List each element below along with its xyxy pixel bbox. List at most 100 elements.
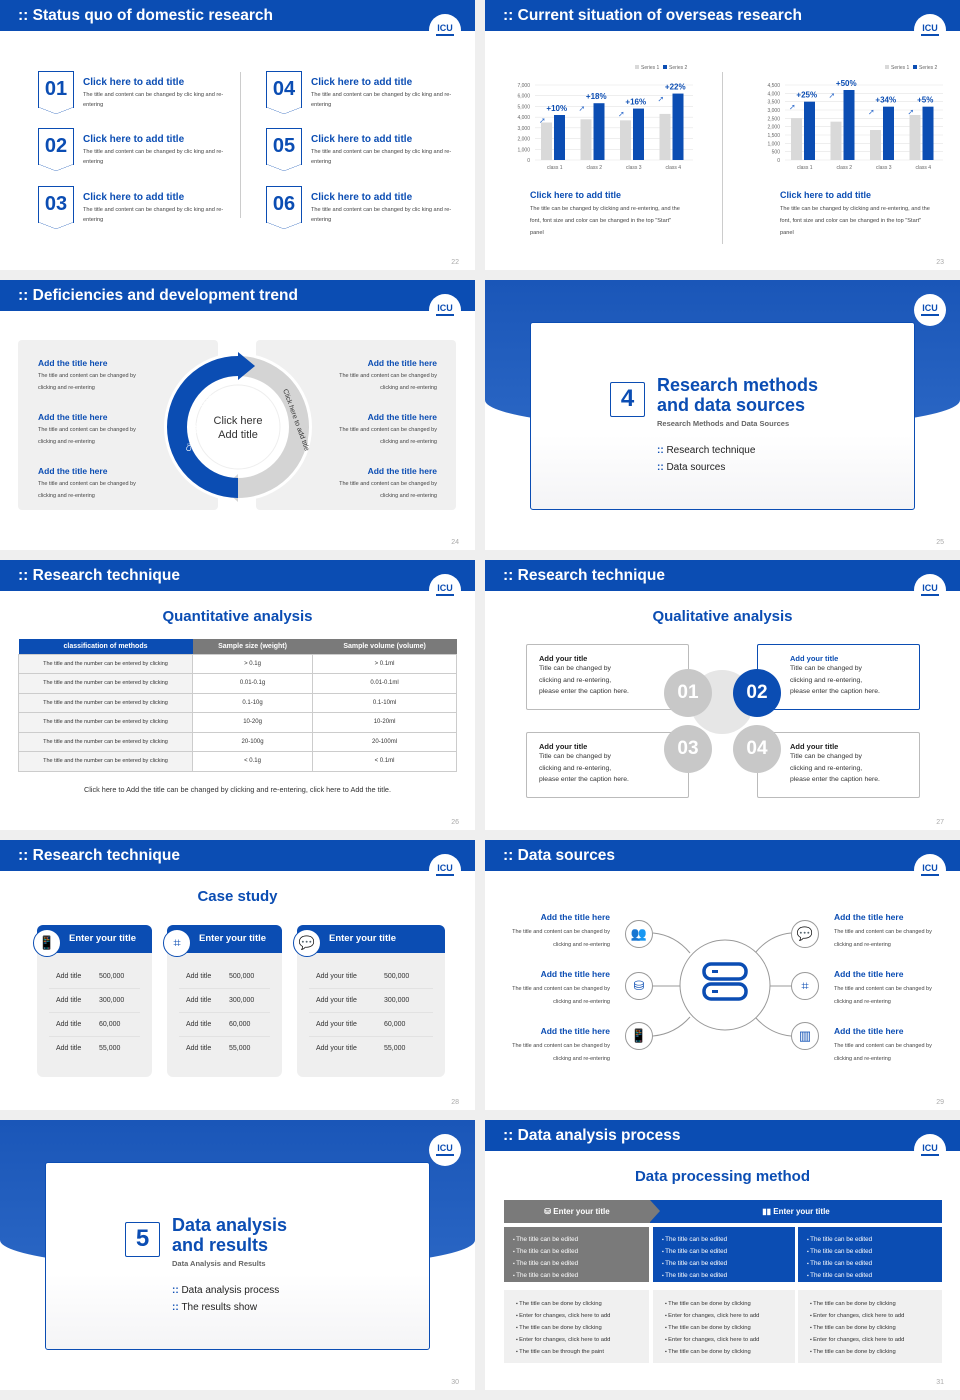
list-item[interactable]: The title can be done by clicking xyxy=(810,1322,942,1334)
row-value: 300,000 xyxy=(384,997,410,1004)
slide-header: :: Research technique xyxy=(485,560,960,591)
slide-26[interactable]: Quantitative analysis classification of m… xyxy=(0,560,475,830)
table-row[interactable]: The title and the number can be entered … xyxy=(18,751,457,772)
list-item[interactable]: Enter for changes, click here to add xyxy=(665,1334,795,1346)
table-cell[interactable]: The title and the number can be entered … xyxy=(18,692,193,713)
table-row[interactable]: The title and the number can be entered … xyxy=(18,653,457,674)
chat-bubbles-icon: 💬 xyxy=(791,920,819,948)
list-item[interactable]: The title can be edited xyxy=(662,1246,795,1258)
list-item[interactable]: The title can be done by clicking xyxy=(665,1322,795,1334)
slide-27[interactable]: Qualitative analysis Add your title Title … xyxy=(485,560,960,830)
list-item[interactable]: Enter for changes, click here to add xyxy=(810,1334,942,1346)
slide-title: Deficiencies and development trend xyxy=(32,287,298,304)
table-cell[interactable]: The title and the number can be entered … xyxy=(18,751,193,772)
page-number: 30 xyxy=(451,1379,459,1386)
cycle-diagram[interactable]: Click here Add title Click here to add t… xyxy=(163,352,313,502)
item-title: Click here to add title xyxy=(83,77,185,88)
section-subtitle: Data Analysis and Results xyxy=(172,1259,266,1268)
table-cell[interactable]: The title and the number can be entered … xyxy=(18,653,193,674)
qualitative-box[interactable] xyxy=(526,732,689,798)
list-item[interactable]: The title can be edited xyxy=(513,1234,649,1246)
table-cell[interactable]: 10-20g xyxy=(191,712,314,733)
list-item[interactable]: The title can be done by clicking xyxy=(516,1298,649,1310)
list-item[interactable]: The title can be edited xyxy=(513,1258,649,1270)
item-title: Add the title here xyxy=(38,466,108,476)
case-card[interactable]: Enter your title 📱 Add title 500,000 Add ti… xyxy=(33,925,152,1077)
step-header-1[interactable]: ⛁ Enter your title xyxy=(504,1200,650,1223)
qualitative-box[interactable] xyxy=(757,644,920,710)
list-item[interactable]: The title can be done by clicking xyxy=(516,1322,649,1334)
list-item[interactable]: The title can be edited xyxy=(513,1270,649,1282)
slide-31[interactable]: Data processing method ⛁ Enter your title… xyxy=(485,1120,960,1390)
list-item[interactable]: The title can be done by clicking xyxy=(810,1298,942,1310)
slide-28[interactable]: Case study Enter your title 📱 Add title 500… xyxy=(0,840,475,1110)
table-cell[interactable]: > 0.1ml xyxy=(312,653,457,674)
column-header[interactable]: Sample size (weight) xyxy=(192,639,313,654)
slide-23[interactable]: 0 1,000 2,000 3,000 4,000 5,000 6,000 7,000 clas… xyxy=(485,0,960,270)
list-item[interactable]: Enter for changes, click here to add xyxy=(516,1334,649,1346)
qualitative-box[interactable] xyxy=(757,732,920,798)
section-toc: :: Research technique:: Data sources xyxy=(657,442,755,476)
list-item[interactable]: Enter for changes, click here to add xyxy=(516,1310,649,1322)
y-tick-label: 2,000 xyxy=(517,137,530,143)
table-cell[interactable]: 20-100ml xyxy=(312,731,457,752)
box-title: Add your title xyxy=(539,742,588,751)
list-item[interactable]: The title can be edited xyxy=(513,1246,649,1258)
slide-24[interactable]: Click here Add title Click here to add t… xyxy=(0,280,475,550)
table-cell[interactable]: 0.01-0.1g xyxy=(191,673,314,694)
list-item[interactable]: The title can be through the paint xyxy=(516,1346,649,1358)
list-item[interactable]: The title can be edited xyxy=(662,1258,795,1270)
list-item[interactable]: The title can be edited xyxy=(807,1258,942,1270)
list-item[interactable]: The title can be edited xyxy=(662,1270,795,1282)
slide-title: Research technique xyxy=(32,847,180,864)
slide-title: Status quo of domestic research xyxy=(32,7,273,24)
toc-item[interactable]: :: Data analysis process xyxy=(172,1282,279,1299)
list-item[interactable]: The title can be done by clicking xyxy=(810,1346,942,1358)
table-row[interactable]: The title and the number can be entered … xyxy=(18,712,457,733)
step-header-2[interactable]: ▮▮ Enter your title xyxy=(650,1200,942,1223)
slide-25[interactable]: 4 Research methods and data sources Researc… xyxy=(485,280,960,550)
list-item[interactable]: The title can be edited xyxy=(807,1270,942,1282)
table-cell[interactable]: > 0.1g xyxy=(191,653,314,674)
table-row[interactable]: The title and the number can be entered … xyxy=(18,673,457,694)
table-cell[interactable]: < 0.1g xyxy=(191,751,314,772)
case-card[interactable]: Enter your title 💬 Add your title 500,000 A… xyxy=(293,925,445,1077)
list-item[interactable]: The title can be edited xyxy=(807,1246,942,1258)
arrow-icon: ➚ xyxy=(829,91,836,100)
slide-29[interactable]: 👥 Add the title here The title and content… xyxy=(485,840,960,1110)
table-cell[interactable]: 20-100g xyxy=(191,731,314,752)
column-header[interactable]: Sample volume (volume) xyxy=(312,639,457,654)
list-item[interactable]: The title can be done by clicking xyxy=(665,1298,795,1310)
list-item[interactable]: Enter for changes, click here to add xyxy=(810,1310,942,1322)
table-cell[interactable]: The title and the number can be entered … xyxy=(18,712,193,733)
logo: ICU xyxy=(429,574,461,606)
list-item[interactable]: The title can be done by clicking xyxy=(665,1346,795,1358)
slide-22[interactable]: 01 Click here to add title The title and c… xyxy=(0,0,475,270)
table-cell[interactable]: 10-20ml xyxy=(312,712,457,733)
panel-body: The title can be changed by clicking and… xyxy=(530,206,680,236)
growth-label: +5% xyxy=(917,96,933,105)
table-cell[interactable]: < 0.1ml xyxy=(312,751,457,772)
card-row: Add title 500,000 xyxy=(179,965,270,989)
y-tick-label: 1,000 xyxy=(767,141,780,147)
toc-item[interactable]: :: The results show xyxy=(172,1299,279,1316)
table-row[interactable]: The title and the number can be entered … xyxy=(18,731,457,752)
table-row[interactable]: The title and the number can be entered … xyxy=(18,692,457,713)
table-cell[interactable]: 0.1-10ml xyxy=(312,692,457,713)
column-header[interactable]: classification of methods xyxy=(18,639,193,654)
case-card[interactable]: Enter your title ⌗ Add title 500,000 Add ti… xyxy=(163,925,282,1077)
table-cell[interactable]: The title and the number can be entered … xyxy=(18,731,193,752)
table-cell[interactable]: 0.01-0.1ml xyxy=(312,673,457,694)
box-title: Add your title xyxy=(790,742,839,751)
table-cell[interactable]: 0.1-10g xyxy=(191,692,314,713)
growth-label: +50% xyxy=(836,79,857,88)
box-body: clicking and re-entering, xyxy=(539,676,612,684)
list-item[interactable]: Enter for changes, click here to add xyxy=(665,1310,795,1322)
table-cell[interactable]: The title and the number can be entered … xyxy=(18,673,193,694)
slide-30[interactable]: 5 Data analysis and results Data Analysis a… xyxy=(0,1120,475,1390)
toc-item[interactable]: :: Data sources xyxy=(657,459,755,476)
edit-list: The title can be editedThe title can be … xyxy=(653,1227,795,1282)
list-item[interactable]: The title can be edited xyxy=(807,1234,942,1246)
toc-item[interactable]: :: Research technique xyxy=(657,442,755,459)
list-item[interactable]: The title can be edited xyxy=(662,1234,795,1246)
